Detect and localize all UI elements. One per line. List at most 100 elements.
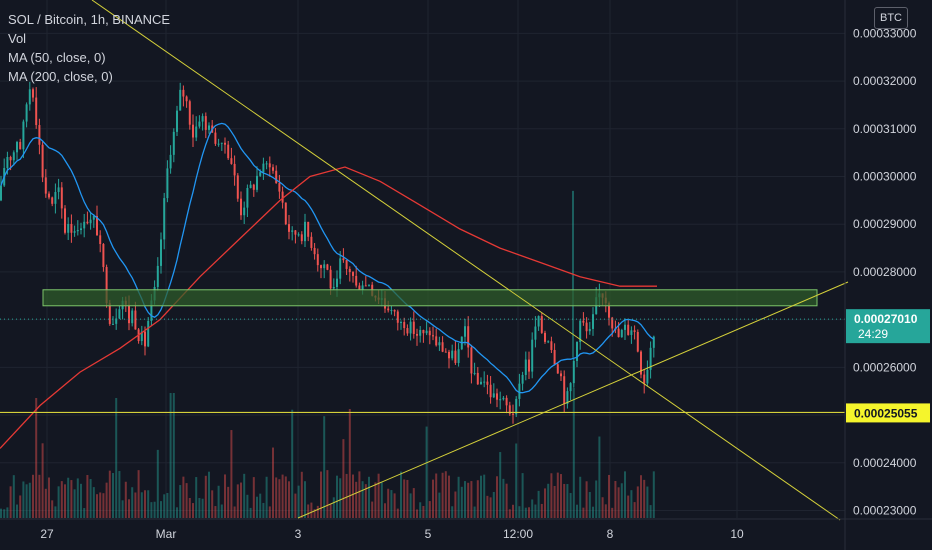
candle-body: [217, 143, 220, 145]
volume-bar: [195, 477, 198, 518]
volume-bar: [233, 506, 236, 518]
candle-body: [128, 304, 130, 324]
volume-bar: [384, 503, 386, 518]
candle-body: [531, 339, 534, 372]
candle-body: [652, 336, 655, 348]
candle-body: [76, 230, 79, 232]
volume-bar: [374, 482, 377, 518]
candle-body: [419, 330, 422, 336]
candle-body: [438, 342, 441, 346]
candle-body: [502, 397, 505, 400]
volume-bar: [595, 480, 598, 518]
candle-body: [272, 167, 274, 171]
volume-bar: [96, 494, 98, 518]
candle-body: [204, 116, 207, 130]
volume-bar: [627, 495, 630, 518]
volume-bar: [108, 470, 111, 518]
candle-body: [464, 326, 466, 337]
candle-body: [553, 349, 556, 365]
volume-bar: [486, 495, 489, 518]
candle-body: [182, 89, 185, 97]
volume-bar: [348, 408, 351, 518]
candle-body: [83, 221, 86, 229]
time-axis[interactable]: 27 Mar 3 5 12:00 8 10: [0, 518, 932, 541]
candle-body: [390, 309, 393, 311]
candle-body: [339, 258, 342, 279]
candle-body: [518, 383, 521, 399]
candle-body: [566, 391, 569, 404]
time-tick-label: 27: [40, 527, 54, 541]
volume-bar: [92, 487, 95, 518]
volume-bar: [592, 506, 594, 518]
volume-bar: [185, 483, 188, 518]
volume-bar: [166, 492, 169, 518]
volume-bar: [576, 504, 578, 518]
candle-body: [368, 284, 370, 286]
candle-body: [6, 156, 9, 169]
candle-body: [310, 236, 313, 248]
candle-body: [646, 369, 649, 384]
indicator-vol-label[interactable]: Vol: [8, 31, 27, 46]
volume-bar: [188, 498, 191, 518]
candle-body: [281, 191, 284, 203]
chart-legend: SOL / Bitcoin, 1h, BINANCE Vol MA (50, c…: [8, 10, 170, 86]
indicator-ma50-label[interactable]: MA (50, close, 0): [8, 50, 106, 65]
candle-body: [25, 104, 28, 122]
candle-body: [313, 247, 316, 255]
volume-bar: [272, 447, 274, 518]
volume-bar: [448, 475, 450, 518]
volume-bar: [300, 471, 303, 518]
volume-bar: [361, 481, 364, 518]
volume-bar: [70, 480, 73, 518]
volume-bar: [307, 504, 310, 518]
candle-body: [179, 89, 182, 111]
candle-body: [316, 254, 319, 266]
volume-bar: [163, 494, 166, 518]
volume-bar: [316, 505, 319, 518]
volume-bar: [288, 481, 290, 518]
volume-bar: [451, 506, 454, 518]
volume-bar: [604, 504, 607, 518]
volume-bar: [419, 502, 422, 518]
candle-body: [57, 187, 60, 192]
ma200-line: [0, 166, 657, 449]
volume-bar: [211, 490, 214, 518]
candle-body: [515, 398, 518, 415]
candle-body: [400, 322, 402, 324]
chart-drawings[interactable]: [0, 0, 849, 521]
volume-bar: [291, 409, 294, 518]
volume-bar: [560, 474, 562, 518]
symbol-title[interactable]: SOL / Bitcoin, 1h, BINANCE: [8, 12, 171, 27]
volume-bar: [310, 502, 313, 518]
volume-bar: [169, 393, 172, 518]
candle-body: [435, 336, 438, 346]
time-tick-label: 3: [295, 527, 302, 541]
volume-bar: [470, 481, 473, 518]
candle-body: [96, 216, 98, 236]
candle-body: [198, 121, 201, 127]
volume-bar: [19, 495, 22, 518]
candle-body: [64, 208, 66, 233]
candle-body: [496, 393, 498, 400]
volume-bar: [614, 481, 617, 518]
volume-bar: [652, 471, 655, 518]
candle-body: [534, 326, 537, 340]
candle-body: [560, 373, 562, 377]
candle-body: [320, 265, 322, 269]
candle-body: [134, 310, 137, 330]
last-price-label: 0.00027010: [854, 312, 918, 326]
indicator-ma200-label[interactable]: MA (200, close, 0): [8, 69, 113, 84]
price-axis[interactable]: 0.00033000 0.00032000 0.00031000 0.00030000…: [844, 0, 930, 550]
candle-body: [492, 393, 495, 398]
currency-button[interactable]: BTC: [874, 7, 908, 29]
candle-body: [326, 264, 329, 270]
candle-body: [268, 163, 271, 168]
volume-bar: [147, 490, 150, 518]
candle-body: [528, 359, 530, 372]
volume-bar: [476, 480, 479, 518]
volume-bar: [585, 481, 588, 518]
candle-body: [633, 330, 636, 332]
candle-body: [396, 311, 399, 323]
volume-bar: [464, 481, 466, 518]
